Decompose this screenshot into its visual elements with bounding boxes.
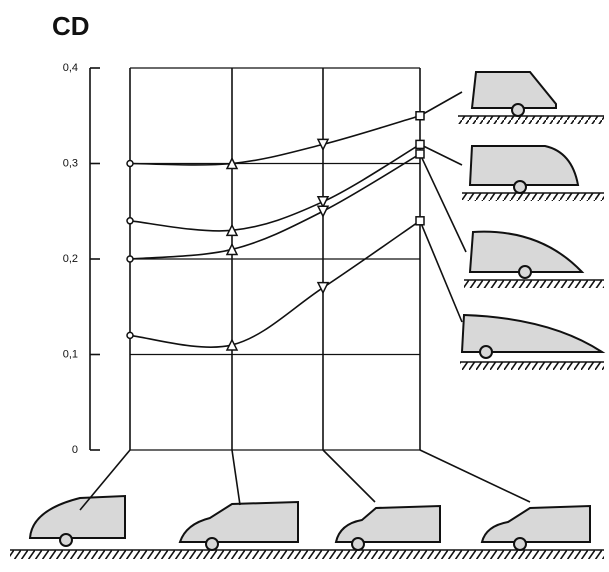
chart: CD 0 0,1 0,2 0,3 0,4 bbox=[0, 0, 609, 572]
marker bbox=[416, 112, 424, 120]
chart-title: CD bbox=[52, 11, 90, 41]
marker bbox=[318, 139, 328, 149]
series-line bbox=[130, 144, 420, 231]
leader-line bbox=[420, 221, 462, 322]
series-line bbox=[130, 221, 420, 347]
marker bbox=[127, 218, 133, 224]
leader-line bbox=[420, 144, 462, 165]
y-tick-label: 0,4 bbox=[63, 62, 78, 74]
marker bbox=[416, 140, 424, 148]
y-tick-label: 0,3 bbox=[63, 157, 78, 169]
series-line bbox=[130, 154, 420, 259]
marker bbox=[416, 217, 424, 225]
series-line bbox=[130, 116, 420, 165]
y-tick-label: 0,2 bbox=[63, 253, 78, 265]
leader-line bbox=[420, 450, 530, 502]
marker bbox=[127, 256, 133, 262]
marker bbox=[416, 150, 424, 158]
leader-line bbox=[232, 450, 240, 505]
marker bbox=[318, 197, 328, 207]
marker bbox=[318, 283, 328, 293]
marker bbox=[127, 161, 133, 167]
leader-line bbox=[323, 450, 375, 502]
leader-line bbox=[420, 92, 462, 116]
y-tick-label: 0 bbox=[72, 444, 78, 456]
marker bbox=[318, 206, 328, 216]
marker bbox=[127, 332, 133, 338]
y-tick-label: 0,1 bbox=[63, 348, 78, 360]
